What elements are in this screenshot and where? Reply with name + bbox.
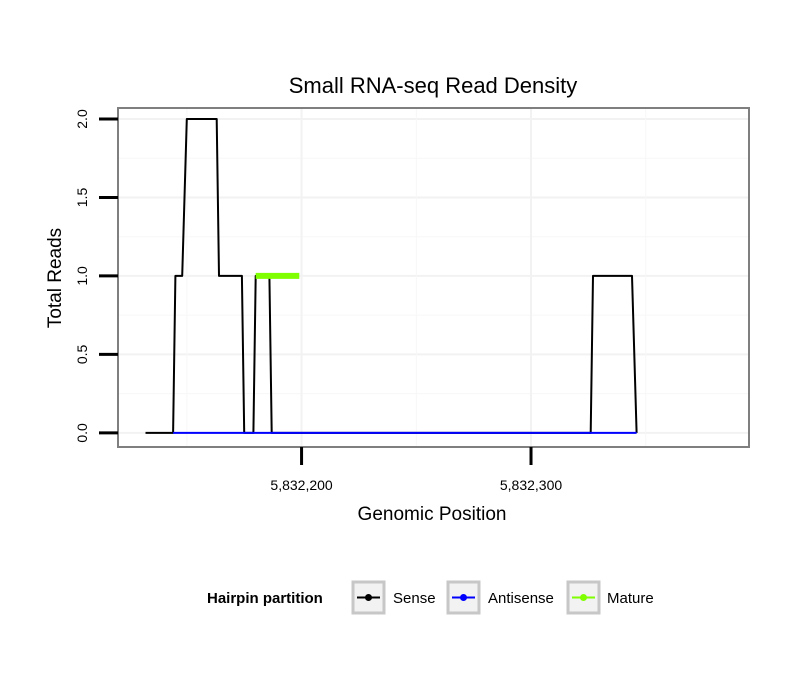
legend: Hairpin partition Sense Antisense Mature [207,580,654,615]
y-axis: 0.0 0.5 1.0 1.5 2.0 [74,109,118,443]
x-axis-title: Genomic Position [358,504,507,525]
x-axis: 5,832,200 5,832,300 [270,447,562,493]
y-tick-label: 0.0 [74,423,90,443]
y-axis-title: Total Reads [45,228,66,328]
legend-point-antisense [460,594,467,601]
legend-title: Hairpin partition [207,590,323,607]
legend-point-mature [580,594,587,601]
legend-label-mature: Mature [607,590,654,607]
plot-border [117,107,750,448]
legend-item-sense: Sense [351,580,436,615]
y-tick-label: 1.0 [74,266,90,286]
plot-panel [118,108,749,447]
y-tick-label: 1.5 [74,188,90,208]
grid-lines [118,108,749,447]
legend-label-sense: Sense [393,590,436,607]
legend-label-antisense: Antisense [488,590,554,607]
legend-point-sense [365,594,372,601]
series-lines [145,118,638,434]
legend-item-mature: Mature [566,580,654,615]
y-tick-label: 2.0 [74,109,90,129]
y-tick-label: 0.5 [74,344,90,364]
x-tick-label: 5,832,200 [270,477,332,493]
chart-title: Small RNA-seq Read Density [289,73,578,98]
legend-item-antisense: Antisense [446,580,554,615]
x-tick-label: 5,832,300 [500,477,562,493]
